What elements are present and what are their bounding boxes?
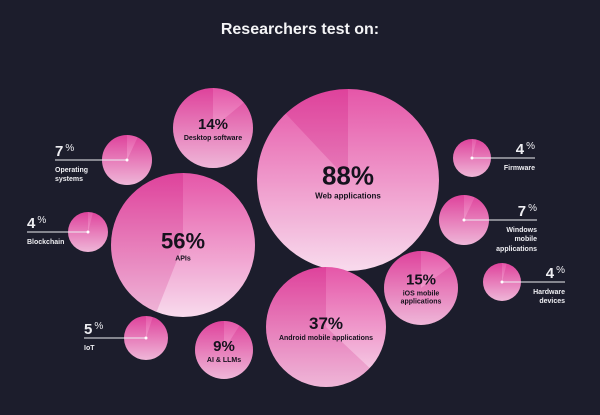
bubble-category: Firmware bbox=[503, 165, 535, 172]
bubble-percent: 37% bbox=[308, 313, 344, 333]
bubble-label-blockchain: 4% Blockchain bbox=[27, 216, 64, 247]
bubble-apis bbox=[111, 173, 256, 318]
bubble-label-desktop: 14% Desktop software bbox=[184, 117, 242, 143]
bubble-category: Web applications bbox=[315, 191, 381, 201]
bubble-category: Hardware devices bbox=[533, 289, 565, 306]
bubble-percent: 4% bbox=[27, 215, 47, 232]
bubble-percent: 4% bbox=[515, 141, 535, 158]
bubble-category: iOS mobile applications bbox=[400, 290, 442, 306]
bubble-category: Blockchain bbox=[27, 239, 65, 246]
bubble-percent: 9% bbox=[213, 337, 235, 355]
bubble-category: Operating systems bbox=[55, 167, 89, 184]
bubble-percent: 4% bbox=[545, 265, 565, 282]
bubble-label-ios: 15% iOS mobile applications bbox=[391, 273, 450, 308]
bubble-percent: 56% bbox=[160, 228, 206, 254]
bubble-ios bbox=[383, 251, 458, 325]
bubble-label-web: 88% Web applications bbox=[315, 163, 381, 202]
bubble-category: IoT bbox=[84, 345, 95, 352]
bubble-category: Android mobile applications bbox=[278, 334, 374, 342]
bubble-category: Desktop software bbox=[183, 134, 243, 142]
bubble-percent: 7% bbox=[517, 203, 537, 220]
bubble-android bbox=[266, 267, 386, 388]
bubble-percent: 15% bbox=[405, 271, 437, 289]
bubble-percent: 88% bbox=[321, 160, 375, 191]
bubble-percent: 5% bbox=[84, 321, 104, 338]
bubble-percent: 7% bbox=[55, 143, 75, 160]
bubble-percent: 14% bbox=[197, 115, 229, 133]
bubble-label-apis: 56% APIs bbox=[161, 230, 205, 263]
bubble-label-iot: 5% IoT bbox=[84, 322, 103, 353]
bubble-label-windows: 7% Windows mobile applications bbox=[487, 204, 537, 254]
bubble-label-ai: 9% AI & LLMs bbox=[207, 339, 241, 365]
bubble-category: APIs bbox=[175, 255, 191, 263]
bubble-desktop bbox=[172, 88, 253, 168]
bubble-label-firmware: 4% Firmware bbox=[504, 142, 535, 173]
bubble-label-os: 7% Operating systems bbox=[55, 144, 105, 185]
bubble-ai bbox=[195, 321, 253, 379]
bubble-label-android: 37% Android mobile applications bbox=[279, 315, 373, 343]
bubble-category: AI & LLMs bbox=[206, 356, 242, 364]
bubble-label-hardware: 4% Hardware devices bbox=[515, 266, 565, 307]
bubble-category: Windows mobile applications bbox=[496, 227, 537, 253]
chart-title: Researchers test on: bbox=[220, 21, 380, 38]
bubble-web bbox=[256, 89, 439, 271]
